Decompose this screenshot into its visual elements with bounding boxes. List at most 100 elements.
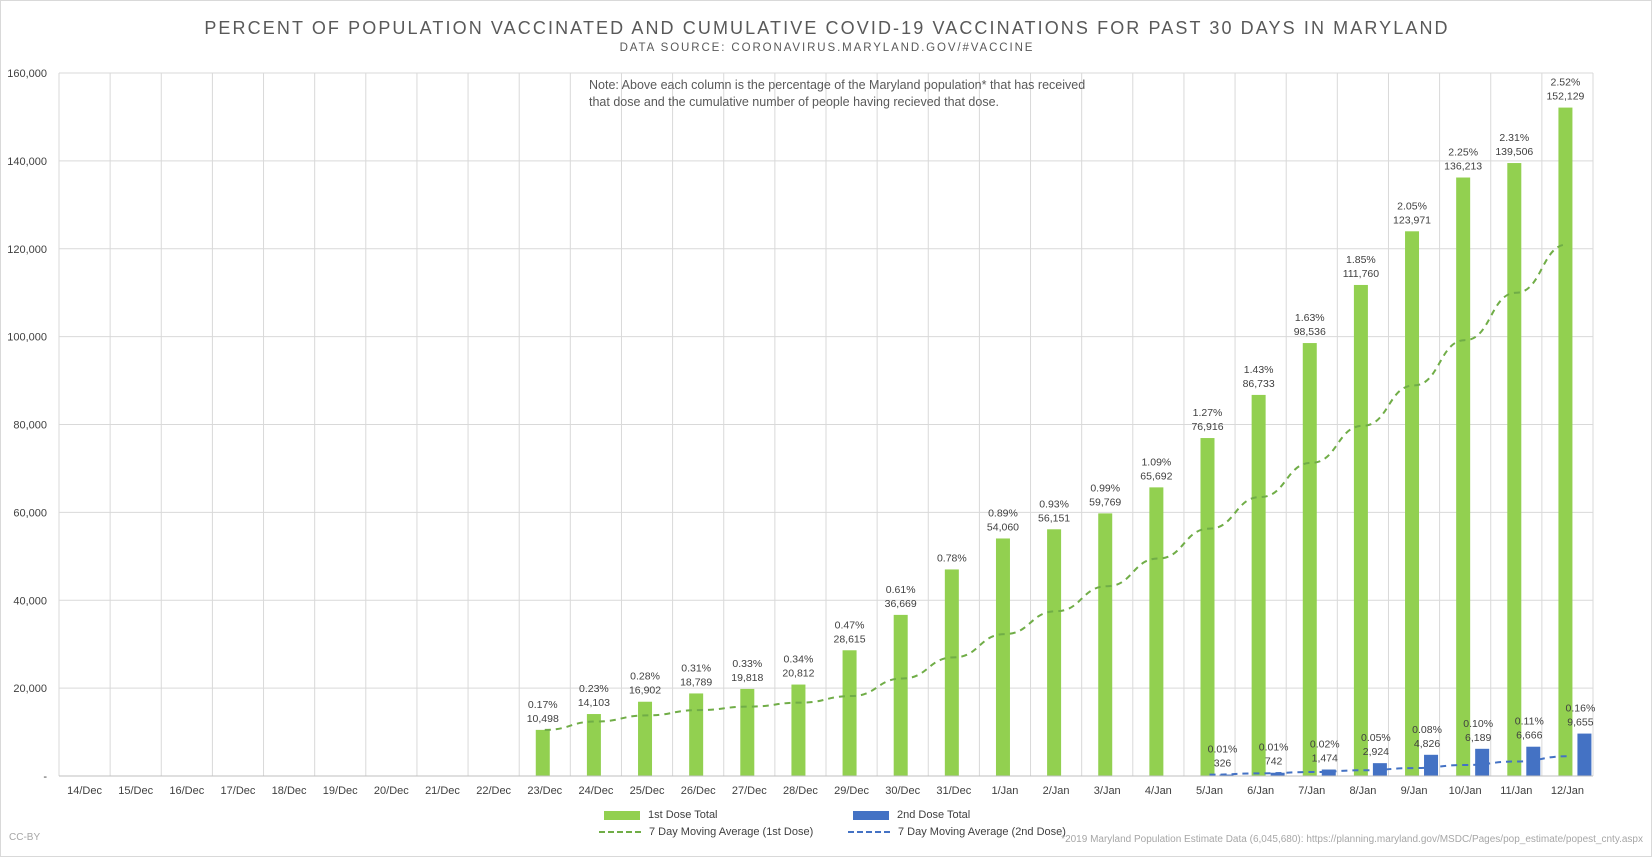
y-tick-label: 40,000 — [13, 595, 47, 607]
x-tick-label: 20/Dec — [374, 785, 409, 797]
bar-dose1 — [586, 714, 601, 776]
bar-dose1 — [1047, 529, 1062, 776]
bar-dose1 — [740, 688, 755, 776]
bar-dose1 — [944, 569, 959, 776]
legend-label-dose1: 1st Dose Total — [648, 809, 718, 821]
bar-dose2 — [1424, 754, 1439, 776]
x-tick-label: 30/Dec — [885, 785, 920, 797]
bar-dose1 — [1098, 513, 1113, 776]
data-label-dose2-value: 1,474 — [1312, 753, 1338, 765]
moving-average-dose2-line — [1209, 755, 1568, 776]
x-tick-label: 9/Jan — [1401, 785, 1428, 797]
data-label-dose1-value: 139,506 — [1495, 146, 1533, 158]
data-label-dose1-pct: 0.93% — [1039, 498, 1069, 510]
x-tick-label: 26/Dec — [681, 785, 716, 797]
legend-label-ma1: 7 Day Moving Average (1st Dose) — [649, 826, 814, 838]
data-label-dose1-pct: 2.05% — [1397, 200, 1427, 212]
data-label-dose1-pct: 1.27% — [1193, 407, 1223, 419]
bar-dose1 — [535, 729, 550, 776]
legend-label-ma2: 7 Day Moving Average (2nd Dose) — [898, 826, 1066, 838]
chart-note: Note: Above each column is the percentag… — [589, 78, 1086, 109]
data-label-dose1-pct: 0.99% — [1090, 482, 1120, 494]
data-label-dose1-value: 14,103 — [578, 697, 610, 709]
x-tick-label: 12/Jan — [1551, 785, 1584, 797]
data-label-dose2-value: 4,826 — [1414, 738, 1440, 750]
y-tick-label: 140,000 — [7, 156, 47, 168]
credit-label: CC-BY — [9, 832, 41, 843]
x-tick-label: 10/Jan — [1449, 785, 1482, 797]
bar-dose2 — [1475, 748, 1490, 776]
bar-dose1 — [1251, 394, 1266, 776]
x-tick-label: 31/Dec — [936, 785, 971, 797]
x-tick-label: 21/Dec — [425, 785, 460, 797]
bar-dose1 — [791, 684, 806, 776]
data-label-dose1-value: 65,692 — [1140, 470, 1172, 482]
bar-dose1 — [1149, 487, 1164, 776]
y-tick-label: 20,000 — [13, 683, 47, 695]
data-label-dose1-value: 59,769 — [1089, 496, 1121, 508]
data-label-dose2-pct: 0.10% — [1463, 718, 1493, 730]
x-tick-label: 28/Dec — [783, 785, 818, 797]
x-tick-label: 16/Dec — [169, 785, 204, 797]
data-label-dose2-value: 742 — [1265, 756, 1283, 768]
x-tick-label: 4/Jan — [1145, 785, 1172, 797]
bar-dose1 — [1200, 438, 1215, 776]
data-label-dose1-pct: 0.89% — [988, 507, 1018, 519]
data-label-dose1-pct: 2.31% — [1499, 132, 1529, 144]
x-tick-label: 7/Jan — [1298, 785, 1325, 797]
bar-dose1 — [893, 614, 908, 776]
legend-label-dose2: 2nd Dose Total — [897, 809, 971, 821]
data-label-dose1-pct: 1.63% — [1295, 312, 1325, 324]
data-label-dose1-value: 16,902 — [629, 685, 661, 697]
bar-dose1 — [689, 693, 704, 776]
data-label-dose1-pct: 2.25% — [1448, 147, 1478, 159]
footnote: *2019 Maryland Population Estimate Data … — [1061, 834, 1643, 845]
x-tick-label: 2/Jan — [1043, 785, 1070, 797]
x-tick-label: 14/Dec — [67, 785, 102, 797]
data-label-dose1-value: 111,760 — [1343, 268, 1380, 280]
legend-item-ma1: 7 Day Moving Average (1st Dose) — [599, 826, 813, 838]
y-tick-label: 60,000 — [13, 507, 47, 519]
bar-dose1 — [1558, 107, 1573, 777]
data-label-dose1-value: 28,615 — [834, 633, 866, 645]
x-tick-label: 8/Jan — [1349, 785, 1376, 797]
x-tick-label: 1/Jan — [992, 785, 1019, 797]
data-label-dose2-pct: 0.08% — [1412, 724, 1442, 736]
data-label-dose1-value: 36,669 — [885, 598, 917, 610]
data-label-dose1-pct: 0.23% — [579, 683, 609, 695]
data-label-dose1-pct: 0.31% — [681, 662, 711, 674]
x-tick-label: 3/Jan — [1094, 785, 1121, 797]
bars-layer — [535, 107, 1592, 777]
legend-swatch-ma2 — [848, 831, 890, 833]
bar-dose1 — [842, 650, 857, 776]
legend-item-dose2: 2nd Dose Total — [853, 809, 970, 821]
data-label-dose1-value: 123,971 — [1393, 214, 1431, 226]
data-label-dose1-value: 76,916 — [1191, 421, 1223, 433]
chart-title: PERCENT OF POPULATION VACCINATED AND CUM… — [204, 18, 1450, 38]
bar-dose1 — [1405, 231, 1420, 776]
bar-dose2 — [1321, 769, 1336, 776]
data-label-dose2-pct: 0.05% — [1361, 732, 1391, 744]
y-tick-label: - — [43, 771, 47, 783]
bar-dose1 — [995, 538, 1010, 776]
data-label-dose2-value: 9,655 — [1567, 717, 1593, 729]
x-tick-label: 23/Dec — [527, 785, 562, 797]
data-label-dose2-pct: 0.16% — [1566, 703, 1596, 715]
legend-swatch-ma1 — [599, 831, 641, 833]
data-label-dose1-value: 19,818 — [731, 672, 763, 684]
data-label-dose2-pct: 0.01% — [1208, 744, 1238, 756]
data-label-dose2-pct: 0.01% — [1259, 742, 1289, 754]
bar-dose2 — [1577, 733, 1592, 776]
data-label-dose1-pct: 0.47% — [835, 619, 865, 631]
data-label-dose1-pct: 0.17% — [528, 699, 558, 711]
data-label-dose1-value: 98,536 — [1294, 326, 1326, 338]
y-tick-label: 100,000 — [7, 332, 47, 344]
x-tick-label: 15/Dec — [118, 785, 153, 797]
data-label-dose2-value: 2,924 — [1363, 746, 1389, 758]
y-tick-label: 160,000 — [7, 68, 47, 80]
x-tick-label: 25/Dec — [630, 785, 665, 797]
data-label-dose2-value: 6,666 — [1516, 730, 1542, 742]
x-tick-label: 11/Jan — [1500, 785, 1532, 797]
x-tick-label: 5/Jan — [1196, 785, 1223, 797]
data-label-dose1-value: 56,151 — [1038, 512, 1070, 524]
